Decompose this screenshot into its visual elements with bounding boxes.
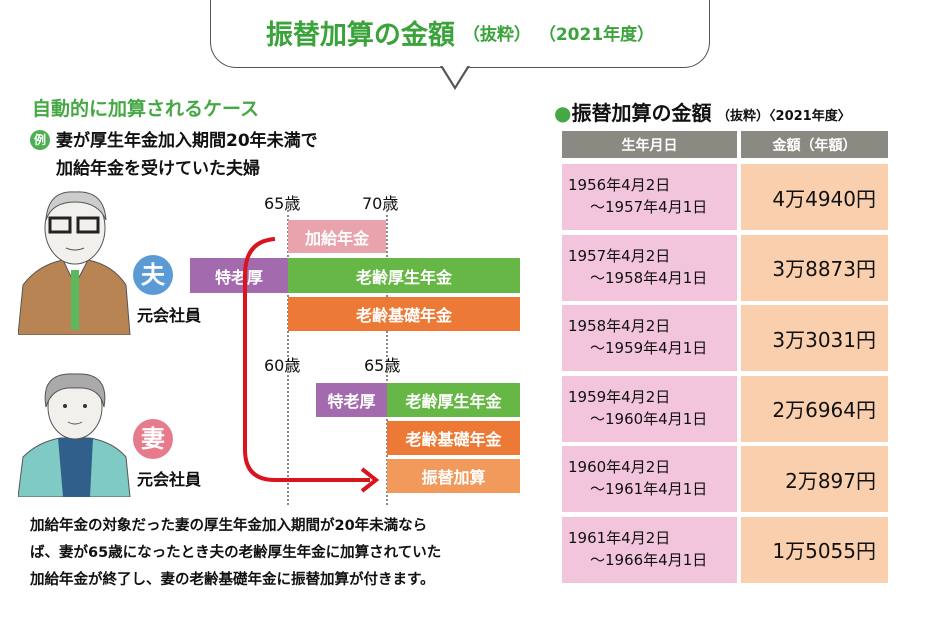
table-row: 1959年4月2日 ～1960年4月1日 2万6964円 xyxy=(562,375,888,442)
wife-illustration xyxy=(18,373,131,497)
example-line1: 妻が厚生年金加入期間20年未満で xyxy=(56,131,318,151)
bullet-icon: ● xyxy=(554,101,572,125)
description-line3: 加給年金が終了し、妻の老齢基礎年金に振替加算が付きます。 xyxy=(30,572,435,588)
birthdate-from: 1961年4月2日 xyxy=(568,528,671,547)
table-row: 1958年4月2日 ～1959年4月1日 3万3031円 xyxy=(562,305,888,371)
birthdate-to: ～1957年4月1日 xyxy=(590,198,708,216)
birthdate-cell: 1958年4月2日 ～1959年4月1日 xyxy=(562,305,737,371)
bar-wife-furikae: 振替加算 xyxy=(387,459,520,493)
description-line1: 加給年金の対象だった妻の厚生年金加入期間が20年未満なら xyxy=(30,518,428,534)
husband-age-70: 70歳 xyxy=(362,194,399,213)
birthdate-cell: 1960年4月2日 ～1961年4月1日 xyxy=(562,446,737,512)
amount-cell: 3万8873円 xyxy=(741,234,888,301)
example-line2: 加給年金を受けていた夫婦 xyxy=(56,159,260,179)
col-header-amount: 金額（年額） xyxy=(741,131,888,158)
table-row: 1961年4月2日 ～1966年4月1日 1万5055円 xyxy=(562,516,888,583)
bar-wife-kiso: 老齢基礎年金 xyxy=(387,421,520,455)
amount-cell: 2万897円 xyxy=(741,446,888,512)
birthdate-to: ～1960年4月1日 xyxy=(590,409,708,428)
bubble-tail-fill xyxy=(442,65,468,86)
amount-cell: 3万3031円 xyxy=(741,305,888,371)
table-title: ●振替加算の金額 （抜粋）〈2021年度〉 xyxy=(554,97,851,126)
description-line2: ば、妻が65歳になったとき夫の老齢厚生年金に加算されていた xyxy=(30,545,442,561)
birthdate-to: ～1959年4月1日 xyxy=(590,339,708,357)
example-badge: 例 xyxy=(30,130,50,150)
title-year: （2021年度） xyxy=(538,25,655,45)
bar-husband-tokurou: 特老厚 xyxy=(190,258,288,293)
husband-role: 元会社員 xyxy=(137,306,202,325)
dotted-line-right xyxy=(386,210,388,505)
title-bubble: 振替加算の金額 （抜粋） （2021年度） xyxy=(210,0,710,68)
birthdate-to: ～1961年4月1日 xyxy=(590,480,708,498)
birthdate-from: 1958年4月2日 xyxy=(568,317,671,335)
wife-badge: 妻 xyxy=(133,419,173,459)
description: 加給年金の対象だった妻の厚生年金加入期間が20年未満なら ば、妻が65歳になった… xyxy=(30,513,441,594)
birthdate-cell: 1959年4月2日 ～1960年4月1日 xyxy=(562,375,737,442)
wife-role: 元会社員 xyxy=(137,470,202,489)
col-header-birthdate: 生年月日 xyxy=(562,131,737,158)
bar-husband-kiso: 老齢基礎年金 xyxy=(288,297,520,331)
birthdate-from: 1959年4月2日 xyxy=(568,387,671,406)
table-title-note: （抜粋） xyxy=(717,109,770,124)
table-row: 1957年4月2日 ～1958年4月1日 3万8873円 xyxy=(562,234,888,301)
husband-age-65: 65歳 xyxy=(264,194,301,213)
husband-badge: 夫 xyxy=(133,255,173,295)
birthdate-cell: 1956年4月2日 ～1957年4月1日 xyxy=(562,164,737,230)
bar-wife-kousei: 老齢厚生年金 xyxy=(387,383,520,417)
table-row: 1960年4月2日 ～1961年4月1日 2万897円 xyxy=(562,446,888,512)
birthdate-to: ～1958年4月1日 xyxy=(590,268,708,287)
title-note: （抜粋） xyxy=(462,25,531,45)
wife-age-65: 65歳 xyxy=(364,356,401,375)
table-row: 1956年4月2日 ～1957年4月1日 4万4940円 xyxy=(562,164,888,230)
wife-age-60: 60歳 xyxy=(264,356,301,375)
amount-cell: 4万4940円 xyxy=(741,164,888,230)
table-title-main: 振替加算の金額 xyxy=(571,101,712,125)
amount-cell: 2万6964円 xyxy=(741,375,888,442)
birthdate-cell: 1961年4月2日 ～1966年4月1日 xyxy=(562,516,737,583)
bar-wife-tokurou: 特老厚 xyxy=(316,383,387,417)
amount-cell: 1万5055円 xyxy=(741,516,888,583)
table-title-year: 〈2021年度〉 xyxy=(769,109,851,124)
transfer-arrow-icon xyxy=(243,237,380,493)
birthdate-cell: 1957年4月2日 ～1958年4月1日 xyxy=(562,234,737,301)
husband-illustration xyxy=(18,191,131,335)
case-heading: 自動的に加算されるケース xyxy=(32,98,260,120)
birthdate-from: 1957年4月2日 xyxy=(568,246,671,265)
bar-kakyu-nenkin: 加給年金 xyxy=(288,220,386,253)
example-text: 例妻が厚生年金加入期間20年未満で 加給年金を受けていた夫婦 xyxy=(30,127,318,183)
birthdate-from: 1956年4月2日 xyxy=(568,176,671,194)
birthdate-from: 1960年4月2日 xyxy=(568,458,671,476)
dotted-line-left xyxy=(287,210,289,505)
birthdate-to: ～1966年4月1日 xyxy=(590,550,708,569)
bar-husband-kousei: 老齢厚生年金 xyxy=(288,258,520,293)
page-title: 振替加算の金額 xyxy=(265,20,455,51)
